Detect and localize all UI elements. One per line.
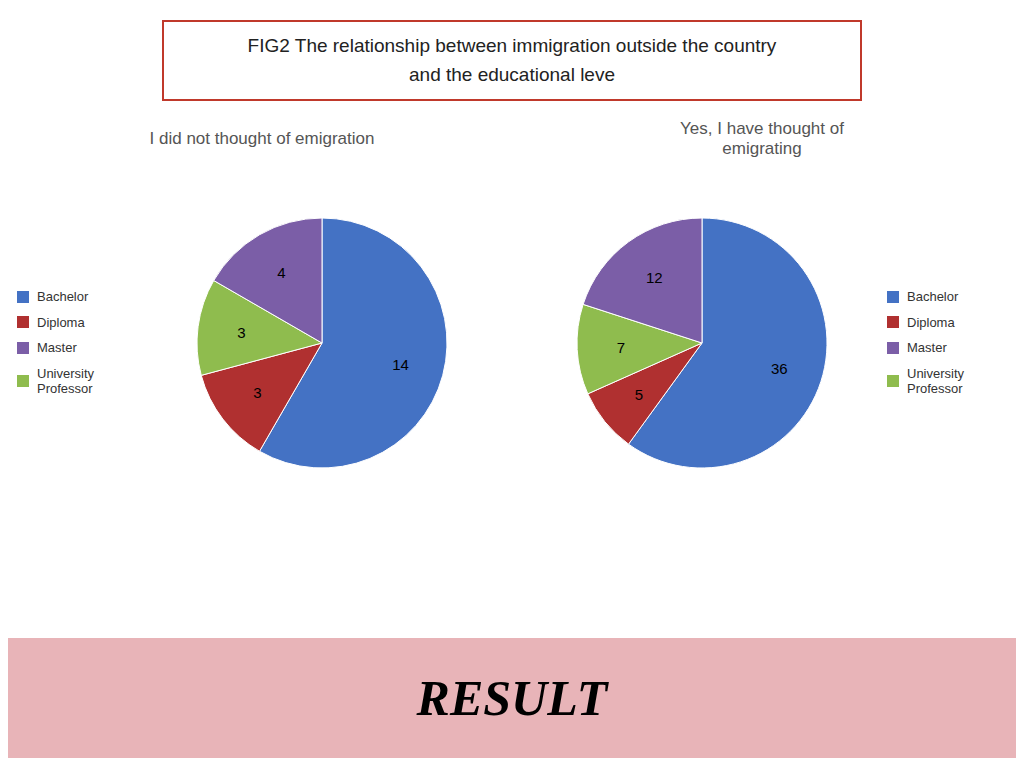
html-text:RESULT: RESULT — [416, 670, 608, 726]
svg-text:4: 4 — [277, 264, 285, 281]
html-text:Bachelor: Bachelor — [907, 289, 959, 304]
html-text:Yes, I have thought of emigrat: Yes, I have thought of emigrating — [680, 119, 844, 158]
svg-text:7: 7 — [617, 339, 625, 356]
html-text:Diploma: Diploma — [907, 314, 955, 330]
html-text:FIG2 The relationship between: FIG2 The relationship between immigratio… — [247, 35, 777, 85]
html-text:University Professor: University Professor — [37, 365, 95, 397]
svg-text:36: 36 — [771, 360, 788, 377]
svg-text:5: 5 — [635, 386, 643, 403]
html-text:Master: Master — [37, 340, 77, 356]
svg-text:3: 3 — [253, 384, 261, 401]
svg-text:3: 3 — [237, 324, 245, 341]
html-text:Diploma: Diploma — [37, 314, 85, 330]
svg-text:14: 14 — [392, 356, 409, 373]
html-text:University Professor: University Professor — [907, 365, 965, 397]
svg-text:12: 12 — [646, 269, 663, 286]
html-text:I did not thought of emigratio: I did not thought of emigration — [149, 129, 375, 148]
html-text:Master: Master — [907, 340, 947, 356]
html-text:Bachelor: Bachelor — [37, 289, 89, 304]
